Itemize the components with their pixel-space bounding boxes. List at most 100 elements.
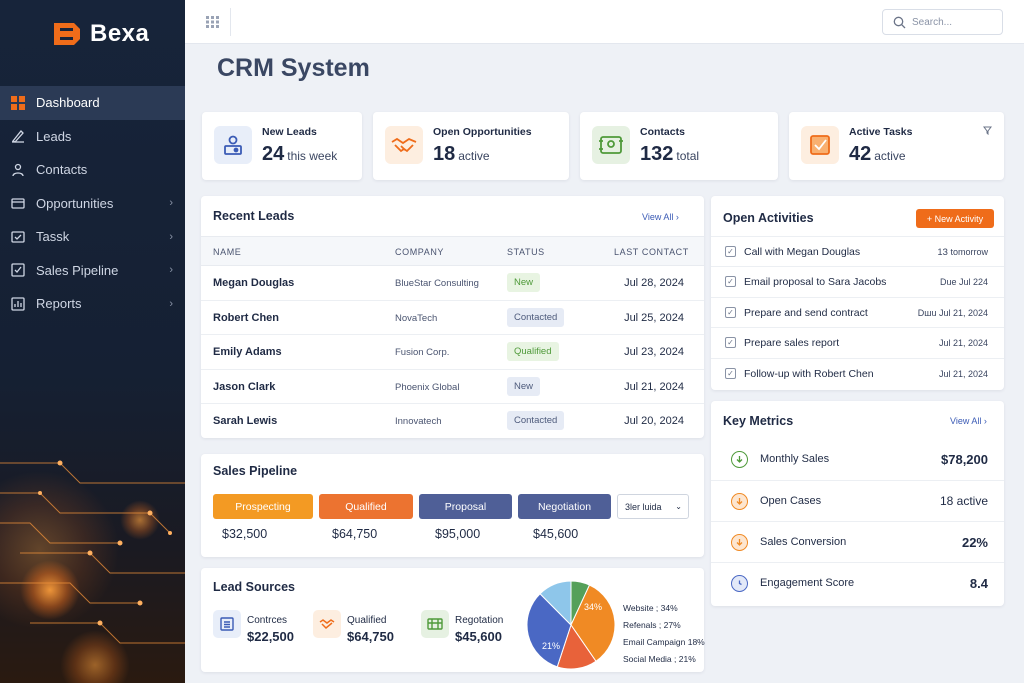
sidebar-item-contacts[interactable]: Contacts <box>0 153 185 187</box>
lead-source-value: $45,600 <box>455 629 502 644</box>
checkbox-icon[interactable]: ✓ <box>725 367 736 379</box>
search-box <box>882 9 1003 35</box>
status-badge: Contacted <box>507 411 565 431</box>
status-badge: Qualified <box>507 342 559 362</box>
activity-item[interactable]: ✓ Follow-up with Robert Chen Jul 21, 202… <box>711 357 1004 388</box>
sidebar-item-tasks[interactable]: Tassk › <box>0 220 185 254</box>
column-header-company[interactable]: COMPANY <box>395 247 445 257</box>
stat-value: 42 active <box>849 143 906 166</box>
activity-text: Follow-up with Robert Chen <box>744 367 874 380</box>
recent-leads-card: Recent Leads View All › NAME COMPANY STA… <box>201 196 704 438</box>
column-header-status[interactable]: STATUS <box>507 247 545 257</box>
lead-name: Megan Douglas <box>213 277 295 289</box>
stat-card-new-leads[interactable]: New Leads 24 this week <box>202 112 362 180</box>
chevron-down-icon: ⌄ <box>675 502 682 511</box>
filter-icon[interactable] <box>983 126 992 135</box>
lead-company: Phoenix Global <box>395 381 460 393</box>
activity-date: Due Jul 224 <box>939 277 988 288</box>
sidebar-item-dashboard[interactable]: Dashboard <box>0 86 185 120</box>
table-row[interactable]: Robert Chen NovaTech Contacted Jul 25, 2… <box>201 301 704 336</box>
chevron-right-icon: › <box>169 197 173 210</box>
lead-name: Emily Adams <box>213 346 282 359</box>
metric-label: Monthly Sales <box>760 453 830 465</box>
activity-item[interactable]: ✓ Prepare and send contract Dшu Jul 21, … <box>711 296 1004 327</box>
contacts-icon <box>10 162 26 178</box>
pie-slice-email-campaign[interactable] <box>526 593 572 668</box>
metric-row[interactable]: Engagement Score 8.4 <box>711 562 1004 603</box>
new-activity-button[interactable]: + New Activity <box>916 209 994 228</box>
key-metrics-view-all-link[interactable]: View All › <box>950 416 987 426</box>
checkbox-icon[interactable]: ✓ <box>725 306 736 318</box>
activity-item[interactable]: ✓ Prepare sales report Jul 21, 2024 <box>711 327 1004 357</box>
sidebar-item-reports[interactable]: Reports › <box>0 287 185 321</box>
lead-company: NovaTech <box>395 312 438 324</box>
metric-row[interactable]: Open Cases 18 active <box>711 480 1004 521</box>
lead-name: Sarah Lewis <box>213 415 278 428</box>
status-badge: Contacted <box>507 307 565 327</box>
tasks-card-icon <box>801 126 839 164</box>
checkbox-icon[interactable]: ✓ <box>725 276 736 288</box>
lead-date: Jul 25, 2024 <box>624 311 684 324</box>
stat-card-active-tasks[interactable]: Active Tasks 42 active <box>789 112 1004 180</box>
lead-source-value: $22,500 <box>247 629 294 644</box>
top-bar <box>185 0 1024 44</box>
column-header-last-contact[interactable]: LAST CONTACT <box>614 247 689 257</box>
pipeline-stage-negotiation[interactable]: Negotiation <box>518 494 611 519</box>
column-header-name[interactable]: NAME <box>213 247 242 257</box>
list-icon <box>213 610 241 638</box>
sidebar-item-label: Leads <box>36 128 72 144</box>
lead-sources-card: Lead Sources Contrces $22,500 Qualified … <box>201 568 705 672</box>
search-input[interactable] <box>912 16 992 28</box>
sidebar-item-sales-pipeline[interactable]: Sales Pipeline › <box>0 254 185 288</box>
activity-text: Prepare and send contract <box>744 306 868 319</box>
metric-value: 22% <box>961 535 988 550</box>
lead-source-label: Contrces <box>247 615 288 626</box>
reports-icon <box>10 296 26 312</box>
table-row[interactable]: Sarah Lewis Innovatech Contacted Jul 20,… <box>201 404 704 439</box>
pie-slice-social-media[interactable] <box>539 580 572 627</box>
stat-card-contacts[interactable]: Contacts 132 total <box>580 112 778 180</box>
stat-unit: total <box>676 149 700 163</box>
table-row[interactable]: Jason Clark Phoenix Global New Jul 21, 2… <box>201 370 704 405</box>
activity-date: Jul 21, 2024 <box>938 338 988 349</box>
activity-item[interactable]: ✓ Call with Megan Douglas 1З tomorrow <box>711 236 1004 266</box>
metric-row[interactable]: Sales Conversion 22% <box>711 521 1004 562</box>
metric-label: Sales Conversion <box>760 536 847 548</box>
handshake-icon <box>385 126 423 164</box>
pie-label-social-media: 21% <box>542 641 560 651</box>
pipeline-stage-select[interactable]: 3ler luida ⌄ <box>617 494 689 519</box>
status-badge: New <box>507 273 541 292</box>
stat-label: Active Tasks <box>849 126 913 138</box>
checkbox-icon[interactable]: ✓ <box>725 337 736 349</box>
pipeline-stage-qualified[interactable]: Qualified <box>319 494 413 519</box>
table-row[interactable]: Megan Douglas BlueStar Consulting New Ju… <box>201 266 704 301</box>
stat-number: 132 <box>640 143 674 165</box>
brand[interactable]: Bexa <box>52 20 149 48</box>
tasks-icon <box>10 229 26 245</box>
lead-date: Jul 23, 2024 <box>624 346 684 359</box>
sidebar: Bexa Dashboard Leads Contacts Opportunit… <box>0 0 185 683</box>
chevron-right-icon: › <box>169 264 173 277</box>
sidebar-item-leads[interactable]: Leads <box>0 120 185 154</box>
activity-item[interactable]: ✓ Email proposal to Sara Jacobs Due Jul … <box>711 266 1004 296</box>
table-row[interactable]: Emily Adams Fusion Corp. Qualified Jul 2… <box>201 335 704 370</box>
metric-value: $78,200 <box>941 452 988 467</box>
grid-icon <box>205 16 219 28</box>
activity-date: Dшu Jul 21, 2024 <box>917 307 988 318</box>
pipeline-value: $45,600 <box>533 527 579 541</box>
recent-leads-title: Recent Leads <box>213 209 295 223</box>
app-grid-button[interactable] <box>195 8 231 36</box>
metric-row[interactable]: Monthly Sales $78,200 <box>711 439 1004 480</box>
stat-card-open-opportunities[interactable]: Open Opportunities 18 active <box>373 112 569 180</box>
pipeline-stage-prospecting[interactable]: Prospecting <box>213 494 313 519</box>
pie-slice-website[interactable] <box>570 584 616 662</box>
recent-leads-view-all-link[interactable]: View All › <box>642 212 679 222</box>
opportunities-icon <box>10 195 26 211</box>
leads-icon <box>10 128 26 144</box>
new-leads-icon <box>214 126 252 164</box>
checkbox-icon[interactable]: ✓ <box>725 246 736 257</box>
stat-unit: this week <box>287 149 338 163</box>
pipeline-stage-proposal[interactable]: Proposal <box>419 494 512 519</box>
sidebar-item-opportunities[interactable]: Opportunities › <box>0 187 185 221</box>
page-title: CRM System <box>217 54 370 82</box>
